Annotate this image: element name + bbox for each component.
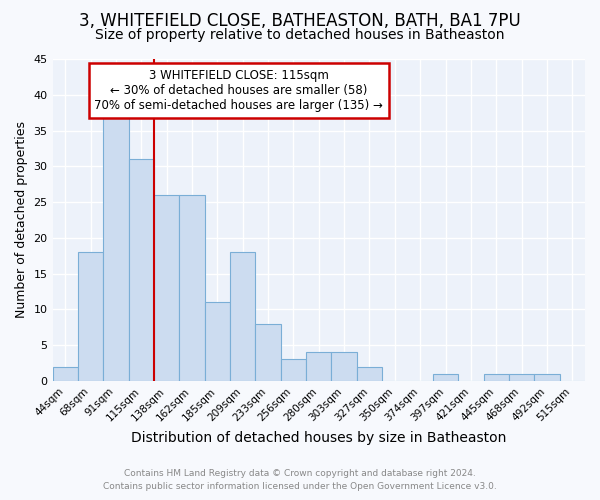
Bar (53, 366, 78, 381)
X-axis label: Distribution of detached houses by size in Batheaston: Distribution of detached houses by size … (131, 431, 506, 445)
Bar (154, 195, 179, 381)
Bar (484, 374, 509, 381)
Text: Size of property relative to detached houses in Batheaston: Size of property relative to detached ho… (95, 28, 505, 42)
Bar (306, 352, 331, 381)
Bar (128, 159, 154, 381)
Bar (433, 374, 458, 381)
Y-axis label: Number of detached properties: Number of detached properties (15, 122, 28, 318)
Text: 3 WHITEFIELD CLOSE: 115sqm
← 30% of detached houses are smaller (58)
70% of semi: 3 WHITEFIELD CLOSE: 115sqm ← 30% of deta… (94, 68, 383, 112)
Text: Contains HM Land Registry data © Crown copyright and database right 2024.
Contai: Contains HM Land Registry data © Crown c… (103, 469, 497, 491)
Bar (179, 195, 205, 381)
Bar (509, 374, 534, 381)
Bar (331, 352, 357, 381)
Bar (534, 374, 560, 381)
Bar (256, 324, 281, 381)
Bar (281, 360, 306, 381)
Bar (230, 252, 256, 381)
Bar (103, 116, 128, 381)
Text: 3, WHITEFIELD CLOSE, BATHEASTON, BATH, BA1 7PU: 3, WHITEFIELD CLOSE, BATHEASTON, BATH, B… (79, 12, 521, 30)
Bar (205, 302, 230, 381)
Bar (357, 366, 382, 381)
Bar (78, 252, 103, 381)
